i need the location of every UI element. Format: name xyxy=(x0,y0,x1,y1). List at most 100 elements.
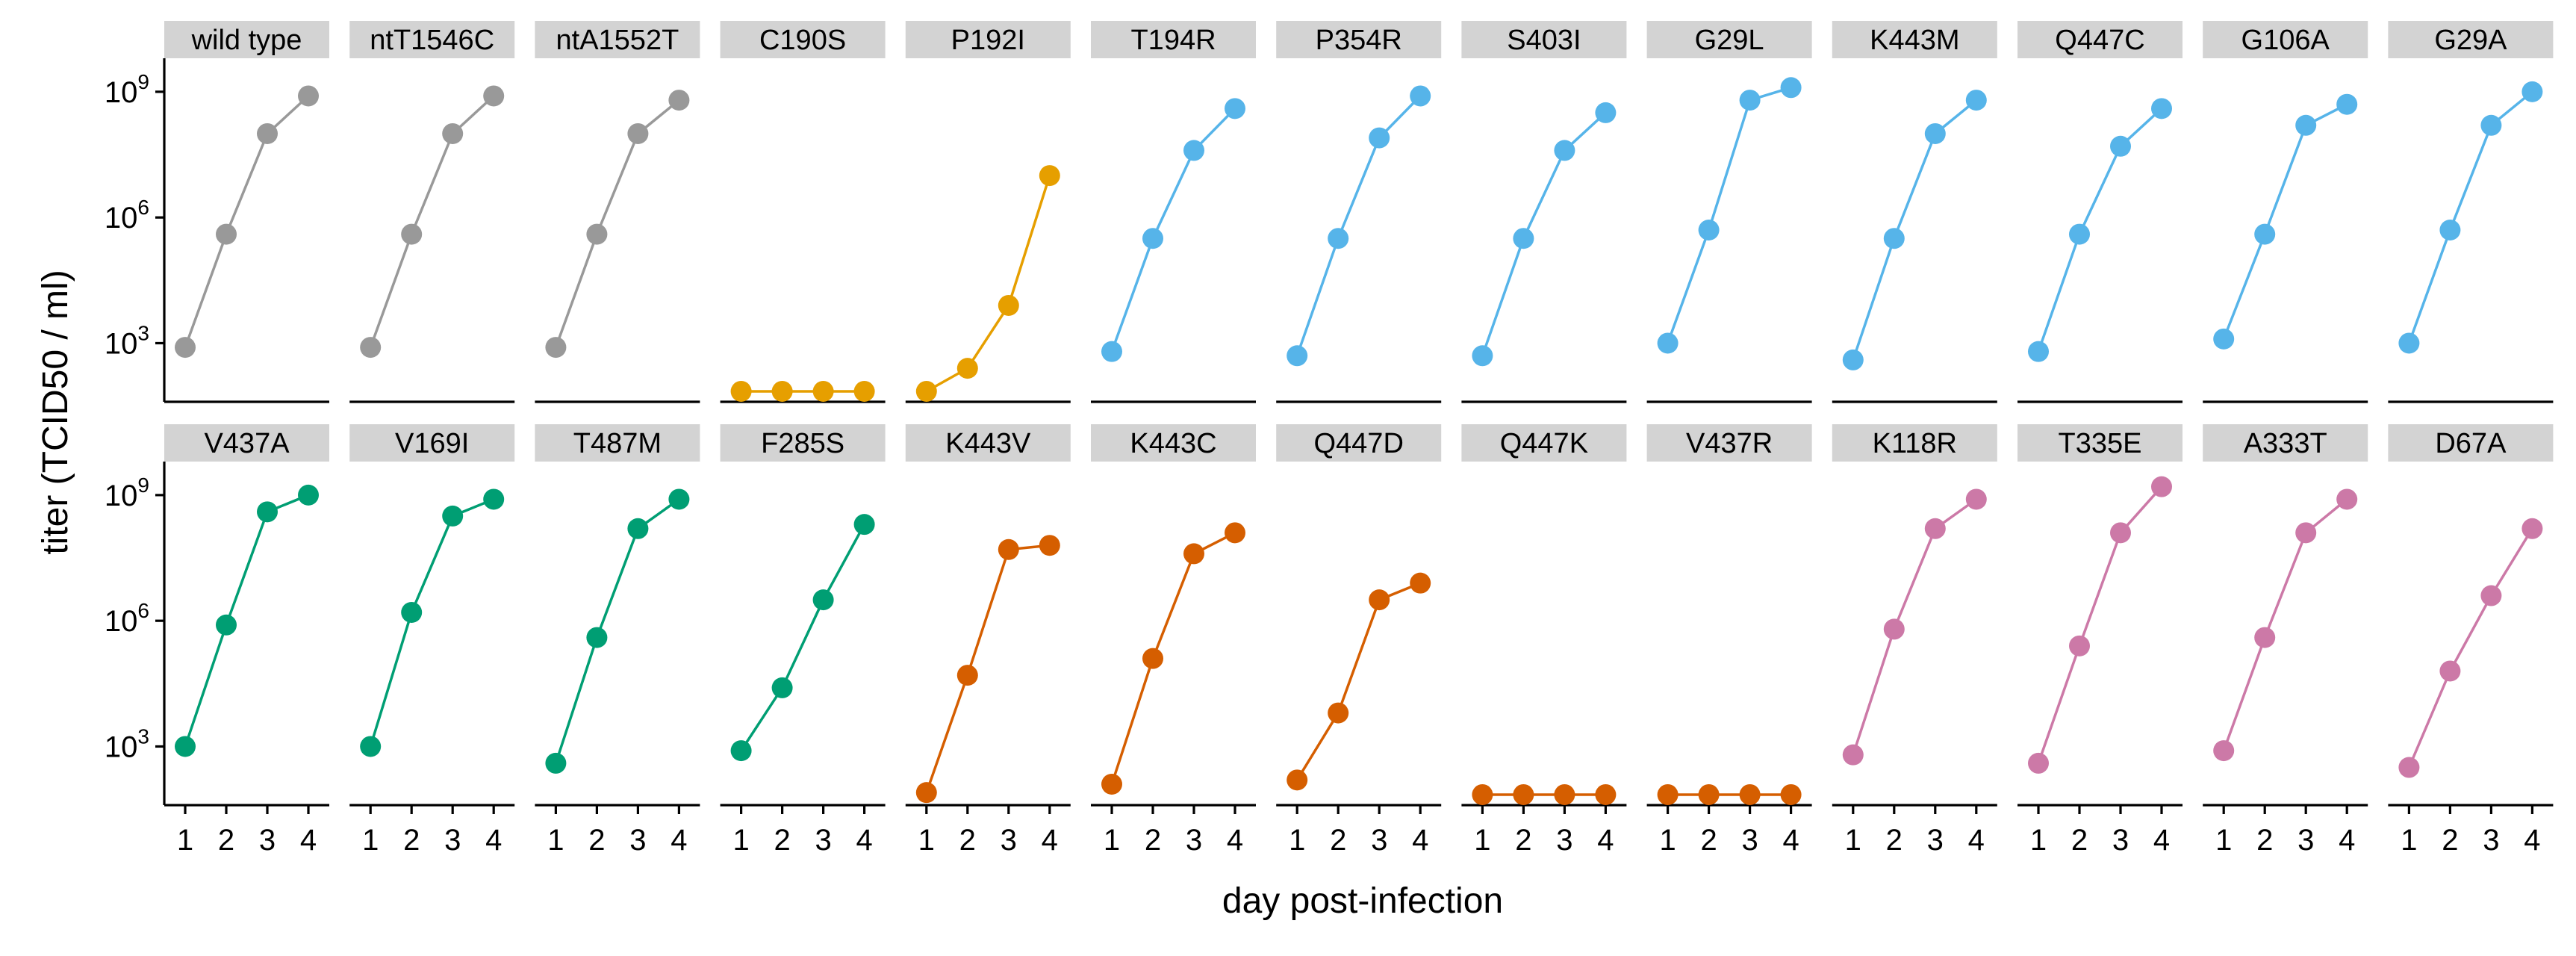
series-line xyxy=(369,497,494,748)
data-point xyxy=(2398,757,2420,778)
strip-background xyxy=(1461,424,1627,462)
x-tick-label: 2 xyxy=(218,824,234,857)
series-line xyxy=(1110,108,1236,353)
strip-background xyxy=(2388,424,2554,462)
x-tick-label: 1 xyxy=(732,824,749,857)
strip-background xyxy=(1832,21,1997,58)
data-point xyxy=(668,488,690,510)
strip-background xyxy=(1276,424,1442,462)
y-tick-label: 103 xyxy=(105,724,149,763)
panel-t194r: T194R xyxy=(1091,21,1256,403)
x-tick-label: 4 xyxy=(1968,824,1985,857)
data-point xyxy=(2213,328,2235,350)
x-axis-title: day post-infection xyxy=(1222,881,1503,921)
strip-label: F285S xyxy=(761,428,844,459)
data-point xyxy=(1369,589,1390,611)
x-tick-label: 4 xyxy=(1227,824,1243,857)
data-point xyxy=(1924,122,1946,144)
strip-label: T487M xyxy=(573,428,662,459)
strip-background xyxy=(905,424,1071,462)
series-line xyxy=(554,99,680,348)
panel-q447d: Q447D 1 2 3 4 xyxy=(1276,424,1442,857)
panel-g29a: G29A xyxy=(2388,21,2554,403)
series-line xyxy=(2407,90,2533,344)
x-tick-label: 1 xyxy=(2215,824,2232,857)
data-point xyxy=(298,484,319,506)
x-tick-label: 1 xyxy=(547,824,564,857)
panel-v437r: V437R 1 2 3 4 xyxy=(1646,424,1812,857)
data-point xyxy=(257,501,278,523)
data-point xyxy=(1472,783,1493,805)
x-tick-label: 3 xyxy=(1371,824,1387,857)
x-tick-label: 3 xyxy=(2297,824,2314,857)
panel-k443m: K443M xyxy=(1832,21,1997,403)
data-point xyxy=(545,752,567,774)
data-point xyxy=(1225,98,1245,120)
x-tick-label: 2 xyxy=(2256,824,2273,857)
series-line xyxy=(2222,498,2348,751)
data-point xyxy=(627,122,649,144)
panel-s403i: S403I xyxy=(1461,21,1627,403)
strip-background xyxy=(905,21,1071,58)
strip-label: A333T xyxy=(2244,428,2327,459)
data-point xyxy=(442,505,464,527)
series-line xyxy=(1110,531,1236,785)
strip-background xyxy=(164,424,329,462)
x-tick-label: 1 xyxy=(1474,824,1490,857)
data-point xyxy=(483,488,505,510)
series-line xyxy=(2037,108,2163,353)
data-point xyxy=(1739,90,1761,111)
strip-background xyxy=(1091,21,1256,58)
panel-wild-type: wild type 103 106 109 xyxy=(105,21,329,403)
data-point xyxy=(216,223,237,245)
strip-label: K443C xyxy=(1130,428,1216,459)
panel-a333t: A333T 1 2 3 4 xyxy=(2203,424,2368,857)
data-point xyxy=(915,782,937,804)
data-point xyxy=(175,337,196,358)
strip-background xyxy=(2203,424,2368,462)
data-point xyxy=(812,589,834,611)
strip-background xyxy=(720,424,886,462)
data-point xyxy=(1328,702,1349,724)
x-tick-label: 3 xyxy=(444,824,461,857)
x-tick-label: 1 xyxy=(177,824,193,857)
data-point xyxy=(2151,476,2172,497)
data-point xyxy=(1657,783,1679,805)
data-point xyxy=(771,677,793,698)
x-tick-label: 3 xyxy=(1556,824,1572,857)
series-line xyxy=(925,544,1050,793)
data-point xyxy=(442,122,464,144)
x-tick-label: 3 xyxy=(2483,824,2499,857)
x-tick-label: 3 xyxy=(815,824,831,857)
panel-k443v: K443V 1 2 3 4 xyxy=(905,424,1071,857)
data-point xyxy=(1739,783,1761,805)
data-point xyxy=(175,736,196,757)
x-tick-label: 4 xyxy=(1597,824,1614,857)
data-point xyxy=(1410,572,1431,594)
series-line xyxy=(369,95,495,348)
x-tick-label: 4 xyxy=(1782,824,1799,857)
panel-c190s: C190S xyxy=(720,21,886,403)
strip-label: D67A xyxy=(2435,428,2507,459)
data-point xyxy=(1369,127,1390,149)
data-point xyxy=(2110,522,2131,544)
data-point xyxy=(1657,332,1679,354)
panel-k443c: K443C 1 2 3 4 xyxy=(1091,424,1256,857)
strip-background xyxy=(349,21,515,58)
data-point xyxy=(360,337,382,358)
data-point xyxy=(298,85,319,107)
x-tick-label: 3 xyxy=(1927,824,1944,857)
panel-k118r: K118R 1 2 3 4 xyxy=(1832,424,1997,857)
data-point xyxy=(1287,345,1308,367)
strip-background xyxy=(2203,21,2368,58)
series-line xyxy=(1852,99,1977,361)
data-point xyxy=(668,90,690,111)
data-point xyxy=(360,736,382,757)
x-tick-label: 2 xyxy=(1886,824,1903,857)
data-point xyxy=(1101,341,1122,362)
x-tick-label: 2 xyxy=(774,824,790,857)
strip-label: C190S xyxy=(759,25,846,56)
panel-q447k: Q447K 1 2 3 4 xyxy=(1461,424,1627,857)
x-tick-label: 2 xyxy=(2442,824,2458,857)
strip-background xyxy=(1646,424,1812,462)
